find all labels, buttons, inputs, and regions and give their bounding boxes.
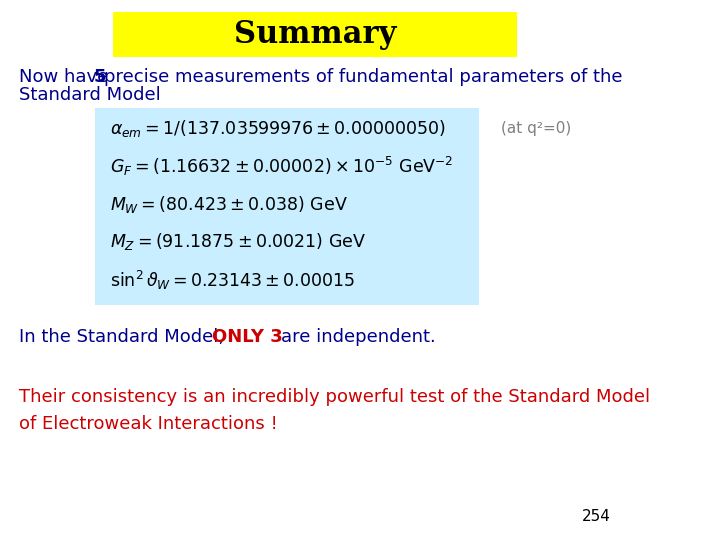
Text: $\sin^2\vartheta_W = 0.23143 \pm 0.00015$: $\sin^2\vartheta_W = 0.23143 \pm 0.00015… (110, 269, 356, 292)
Text: Summary: Summary (234, 18, 396, 50)
Text: $G_F = (1.16632 \pm 0.00002) \times 10^{-5}\ \mathrm{GeV}^{-2}$: $G_F = (1.16632 \pm 0.00002) \times 10^{… (110, 155, 454, 178)
Text: Now have: Now have (19, 68, 114, 86)
Text: precise measurements of fundamental parameters of the: precise measurements of fundamental para… (104, 68, 623, 86)
Text: (at q²=0): (at q²=0) (501, 121, 571, 136)
Text: of Electroweak Interactions !: of Electroweak Interactions ! (19, 415, 278, 433)
FancyBboxPatch shape (114, 12, 517, 57)
Text: $M_Z = (91.1875 \pm 0.0021)\ \mathrm{GeV}$: $M_Z = (91.1875 \pm 0.0021)\ \mathrm{GeV… (110, 232, 366, 252)
Text: Their consistency is an incredibly powerful test of the Standard Model: Their consistency is an incredibly power… (19, 388, 650, 406)
Text: Standard Model: Standard Model (19, 85, 161, 104)
Text: $\alpha_{em} = 1/(137.03599976 \pm 0.00000050)$: $\alpha_{em} = 1/(137.03599976 \pm 0.000… (110, 118, 446, 139)
Text: ONLY 3: ONLY 3 (212, 328, 282, 347)
FancyBboxPatch shape (94, 108, 479, 305)
Text: In the Standard Model,: In the Standard Model, (19, 328, 230, 347)
Text: 5: 5 (94, 68, 106, 86)
Text: 254: 254 (582, 509, 611, 524)
Text: are independent.: are independent. (281, 328, 436, 347)
Text: $M_W = (80.423 \pm 0.038)\ \mathrm{GeV}$: $M_W = (80.423 \pm 0.038)\ \mathrm{GeV}$ (110, 194, 348, 214)
